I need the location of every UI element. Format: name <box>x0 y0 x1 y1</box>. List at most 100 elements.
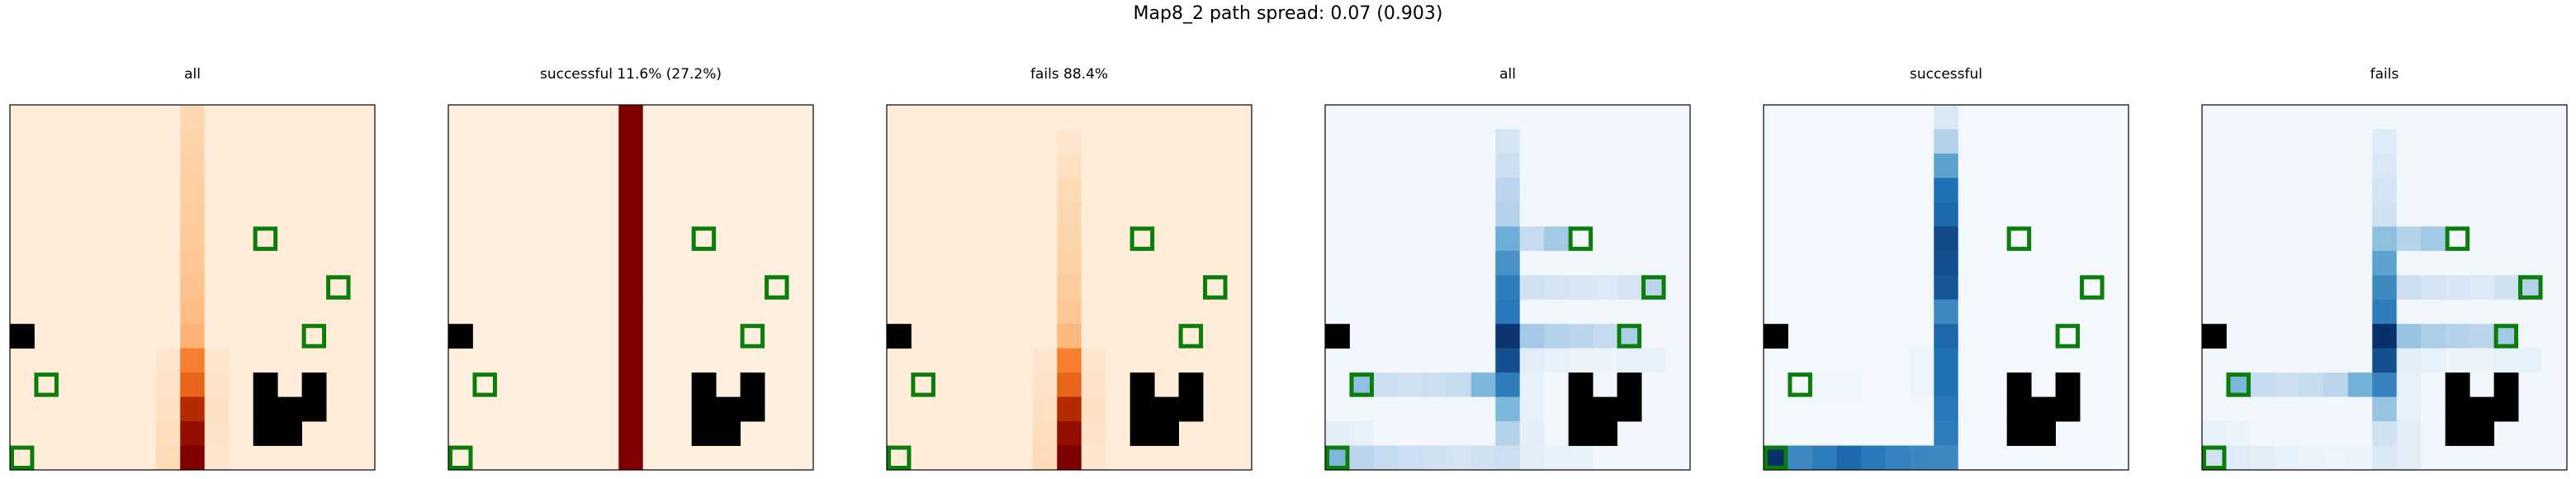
heatmap-cell <box>1617 421 1642 446</box>
heatmap-cell <box>594 153 619 178</box>
heatmap-cell <box>1641 324 1666 349</box>
heatmap-cell <box>1422 105 1447 130</box>
heatmap-cell <box>2542 178 2568 203</box>
heatmap-cell <box>788 421 814 446</box>
heatmap-cell <box>983 372 1009 397</box>
heatmap-cell <box>1958 202 1983 227</box>
heatmap-cell <box>2396 153 2422 178</box>
heatmap-cell <box>1008 299 1034 325</box>
heatmap-cell <box>2493 250 2519 276</box>
heatmap-cell <box>935 202 960 227</box>
heatmap-cell <box>2226 226 2252 252</box>
heatmap-cell <box>1836 250 1862 276</box>
heatmap-cell <box>229 178 254 203</box>
heatmap-cell <box>1544 250 1570 276</box>
heatmap-cell <box>594 372 619 397</box>
heatmap-cell <box>10 275 35 301</box>
heatmap-cell <box>2202 372 2227 397</box>
heatmap-cell <box>1665 226 1691 252</box>
obstacle-cell <box>1764 324 1788 349</box>
heatmap-cell <box>2275 299 2300 325</box>
heatmap-cell <box>983 202 1009 227</box>
heatmap-cell <box>959 153 985 178</box>
heatmap-cell <box>1958 299 1983 325</box>
heatmap-cell <box>1885 348 1911 373</box>
heatmap-cell <box>911 348 936 373</box>
heatmap-cell <box>448 153 473 178</box>
heatmap-cell <box>350 275 376 301</box>
heatmap-cell <box>277 129 302 154</box>
heatmap-cell <box>496 178 522 203</box>
heatmap-cell <box>1811 396 1837 422</box>
heatmap-cell <box>350 299 376 325</box>
heatmap-cell <box>131 324 157 349</box>
heatmap-cell <box>1860 421 1886 446</box>
heatmap-cell <box>2396 275 2422 301</box>
heatmap-cell <box>740 445 765 471</box>
heatmap-cell <box>1032 445 1058 471</box>
heatmap-cell <box>983 275 1009 301</box>
heatmap-cell <box>1617 153 1642 178</box>
heatmap-cell <box>1447 226 1472 252</box>
heatmap-cell <box>1057 396 1082 422</box>
heatmap-cell <box>2542 299 2568 325</box>
heatmap-cell <box>1081 250 1106 276</box>
heatmap-cell <box>496 348 522 373</box>
heatmap-cell <box>1860 105 1886 130</box>
heatmap-cell <box>1154 105 1179 130</box>
heatmap-cell <box>765 129 789 154</box>
heatmap-cell <box>496 445 522 471</box>
heatmap-cell <box>1568 153 1593 178</box>
heatmap-cell <box>2347 178 2373 203</box>
heatmap-cell <box>496 129 522 154</box>
heatmap-cell <box>1909 372 1934 397</box>
heatmap-cell <box>1982 421 2008 446</box>
heatmap-cell <box>1958 250 1983 276</box>
heatmap-plot <box>1324 104 1691 471</box>
heatmap-cell <box>131 299 157 325</box>
heatmap-cell <box>1349 178 1375 203</box>
heatmap-cell <box>107 324 132 349</box>
heatmap-cell <box>935 372 960 397</box>
heatmap-cell <box>1568 348 1593 373</box>
heatmap-cell <box>1373 202 1399 227</box>
heatmap-cell <box>350 178 376 203</box>
target-marker <box>887 445 912 470</box>
heatmap-cell <box>1081 324 1106 349</box>
heatmap-cell <box>2445 348 2470 373</box>
heatmap-cell <box>691 153 717 178</box>
target-marker <box>1325 445 1350 470</box>
heatmap-cell <box>1836 421 1862 446</box>
heatmap-cell <box>2445 178 2470 203</box>
heatmap-cell <box>1982 153 2008 178</box>
heatmap-cell <box>448 396 473 422</box>
heatmap-cell <box>131 421 157 446</box>
obstacle-cell <box>2445 421 2470 446</box>
heatmap-cell <box>1811 348 1837 373</box>
heatmap-cell <box>1811 226 1837 252</box>
target-marker <box>34 372 59 397</box>
heatmap-cell <box>1495 153 1521 178</box>
target-marker <box>1617 324 1642 349</box>
obstacle-cell <box>1325 324 1350 349</box>
heatmap-cell <box>1227 105 1252 130</box>
heatmap-cell <box>1154 324 1179 349</box>
heatmap-cell <box>521 275 547 301</box>
heatmap-cell <box>2469 445 2494 471</box>
heatmap-cell <box>1106 421 1131 446</box>
heatmap-cell <box>58 226 83 252</box>
heatmap-cell <box>594 445 619 471</box>
heatmap-cell <box>107 226 132 252</box>
heatmap-cell <box>2445 129 2470 154</box>
obstacle-cell <box>1568 372 1593 397</box>
heatmap-cell <box>2421 105 2446 130</box>
heatmap-cell <box>448 178 473 203</box>
heatmap-cell <box>691 324 717 349</box>
heatmap-cell <box>521 178 547 203</box>
target-marker <box>1788 372 1812 397</box>
heatmap-cell <box>1032 348 1058 373</box>
heatmap-cell <box>1544 421 1570 446</box>
target-marker <box>2518 275 2543 300</box>
obstacle-cell <box>253 396 278 422</box>
heatmap-cell <box>983 348 1009 373</box>
